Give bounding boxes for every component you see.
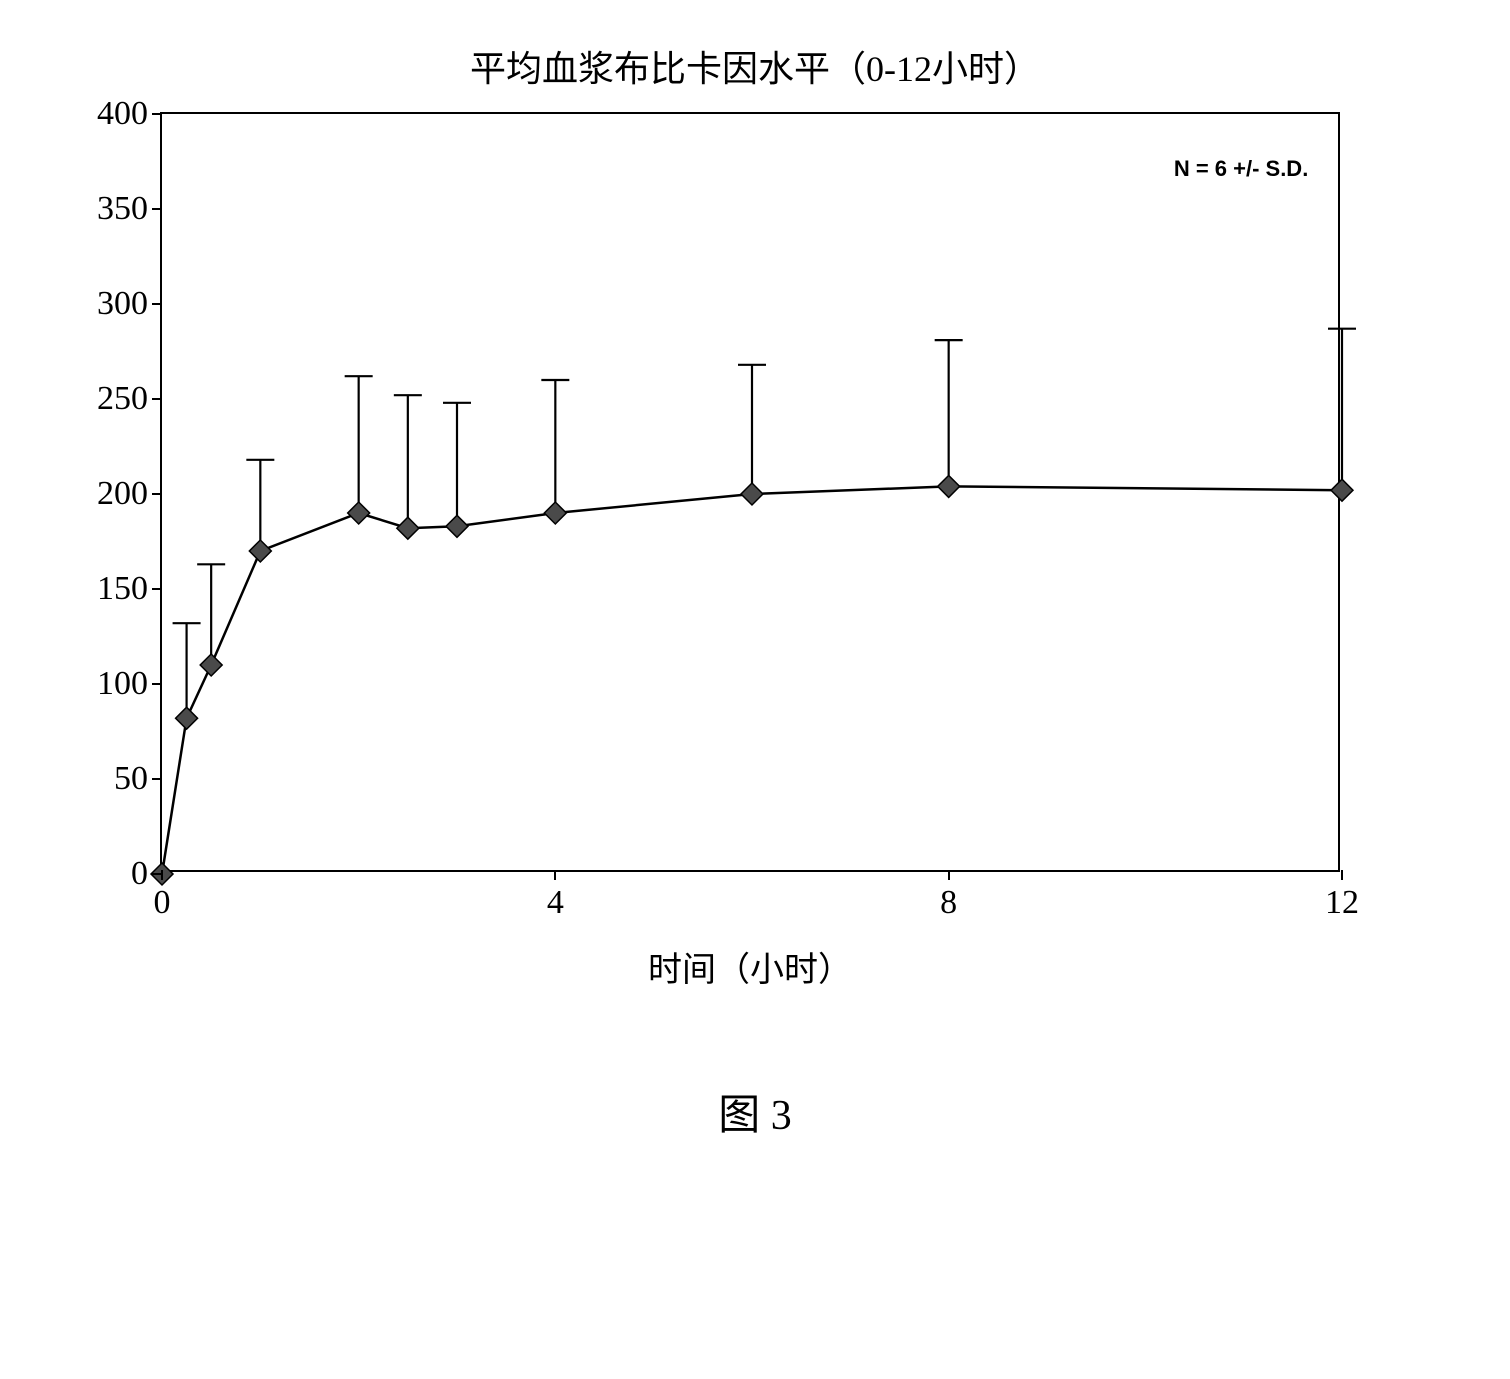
data-marker [938, 475, 960, 497]
x-tick-label: 4 [547, 884, 564, 922]
chart-wrap: 血浆布比卡因 (ng/ml) N = 6 +/- S.D. 0501001502… [160, 112, 1470, 991]
y-tick-label: 300 [97, 285, 148, 323]
y-tick-label: 100 [97, 665, 148, 703]
y-tick [152, 493, 162, 495]
data-marker [1331, 479, 1353, 501]
error-bar [935, 340, 963, 486]
y-tick-label: 50 [114, 760, 148, 798]
x-tick-label: 8 [940, 884, 957, 922]
y-tick-label: 400 [97, 95, 148, 133]
error-bar [541, 380, 569, 513]
y-tick [152, 778, 162, 780]
plot-area: N = 6 +/- S.D. 0501001502002503003504000… [160, 112, 1340, 872]
x-tick [161, 870, 163, 880]
error-bar [443, 403, 471, 527]
data-marker [348, 502, 370, 524]
error-bar [197, 564, 225, 665]
x-tick-label: 12 [1325, 884, 1359, 922]
plot-container: N = 6 +/- S.D. 0501001502002503003504000… [160, 112, 1470, 872]
sample-size-annotation: N = 6 +/- S.D. [1174, 156, 1309, 182]
y-tick [152, 588, 162, 590]
data-marker [397, 517, 419, 539]
error-bar [394, 395, 422, 528]
data-marker [249, 540, 271, 562]
x-tick [554, 870, 556, 880]
y-tick [152, 683, 162, 685]
error-bar [173, 623, 201, 718]
y-tick-label: 150 [97, 570, 148, 608]
y-tick-label: 250 [97, 380, 148, 418]
y-tick [152, 208, 162, 210]
x-tick-label: 0 [154, 884, 171, 922]
data-marker [741, 483, 763, 505]
data-marker [544, 502, 566, 524]
figure-container: 平均血浆布比卡因水平（0-12小时） 血浆布比卡因 (ng/ml) N = 6 … [40, 40, 1470, 1142]
series-line [162, 486, 1342, 874]
figure-caption: 图 3 [40, 1081, 1470, 1142]
data-marker [446, 515, 468, 537]
y-tick [152, 113, 162, 115]
y-tick [152, 303, 162, 305]
y-tick-label: 350 [97, 190, 148, 228]
y-tick-label: 200 [97, 475, 148, 513]
x-axis-label: 时间（小时） [160, 942, 1340, 991]
y-tick-label: 0 [131, 855, 148, 893]
error-bar [345, 376, 373, 513]
data-marker [200, 654, 222, 676]
error-bar [738, 365, 766, 494]
x-tick [1341, 870, 1343, 880]
x-tick [948, 870, 950, 880]
chart-title: 平均血浆布比卡因水平（0-12小时） [40, 40, 1470, 92]
data-marker [176, 707, 198, 729]
error-bar [1328, 329, 1356, 491]
error-bar [246, 460, 274, 551]
plot-svg [162, 114, 1342, 874]
y-tick [152, 398, 162, 400]
